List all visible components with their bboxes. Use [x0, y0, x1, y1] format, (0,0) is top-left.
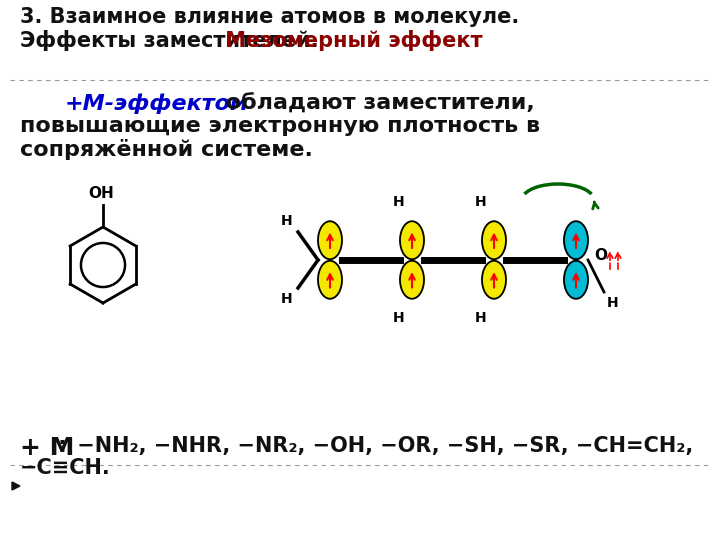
- Polygon shape: [12, 482, 20, 490]
- Text: OH: OH: [88, 186, 114, 201]
- Ellipse shape: [482, 261, 506, 299]
- Ellipse shape: [564, 221, 588, 259]
- Ellipse shape: [400, 221, 424, 259]
- Ellipse shape: [482, 221, 506, 259]
- Text: 3. Взаимное влияние атомов в молекуле.: 3. Взаимное влияние атомов в молекуле.: [20, 7, 519, 27]
- Ellipse shape: [564, 261, 588, 299]
- Text: H: H: [474, 311, 486, 325]
- Text: H: H: [392, 311, 404, 325]
- Text: Мезомерный эффект: Мезомерный эффект: [218, 30, 482, 51]
- Text: :: :: [57, 436, 66, 456]
- Text: H: H: [392, 195, 404, 209]
- Text: −C≡CH.: −C≡CH.: [20, 458, 111, 478]
- Text: H: H: [280, 292, 292, 306]
- Text: H: H: [474, 195, 486, 209]
- Text: H: H: [280, 214, 292, 228]
- Text: + М: + М: [20, 436, 74, 460]
- Ellipse shape: [318, 261, 342, 299]
- Text: H: H: [607, 296, 618, 310]
- Text: +М-эффектом: +М-эффектом: [65, 93, 249, 113]
- Ellipse shape: [400, 261, 424, 299]
- Text: −NH₂, −NHR, −NR₂, −OH, −OR, −SH, −SR, −CH=CH₂,: −NH₂, −NHR, −NR₂, −OH, −OR, −SH, −SR, −C…: [70, 436, 693, 456]
- Text: Эффекты заместителей.: Эффекты заместителей.: [20, 30, 318, 51]
- Text: обладают заместители,: обладают заместители,: [218, 93, 535, 113]
- Ellipse shape: [318, 221, 342, 259]
- Text: сопряжённой системе.: сопряжённой системе.: [20, 139, 313, 160]
- Text: O: O: [594, 247, 607, 262]
- Text: повышающие электронную плотность в: повышающие электронную плотность в: [20, 116, 540, 136]
